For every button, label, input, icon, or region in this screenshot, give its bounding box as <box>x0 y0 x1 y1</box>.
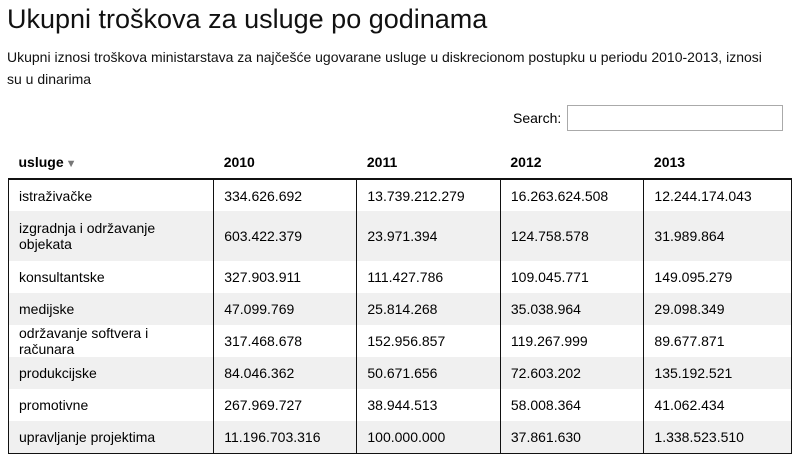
table-row: održavanje softvera i računara 317.468.6… <box>7 325 792 357</box>
table-cell: 50.671.656 <box>356 357 501 389</box>
table-cell: izgradnja i održavanje objekata <box>7 211 214 261</box>
page-title: Ukupni troškova za usluge po godinama <box>7 4 488 34</box>
table-cell: 149.095.279 <box>643 261 792 293</box>
column-header-label: usluge <box>18 154 64 170</box>
table-cell: konsultantske <box>7 261 214 293</box>
table-cell: promotivne <box>7 389 214 421</box>
table-row: istraživačke 334.626.692 13.739.212.279 … <box>7 179 792 211</box>
table-cell: 1.338.523.510 <box>643 421 792 454</box>
table-row: medijske 47.099.769 25.814.268 35.038.96… <box>7 293 792 325</box>
table-cell: 72.603.202 <box>499 357 644 389</box>
column-header-usluge[interactable]: usluge ▼ <box>8 146 214 180</box>
table-cell: 89.677.871 <box>643 325 792 357</box>
table-cell: 16.263.624.508 <box>499 179 644 211</box>
table-row: izgradnja i održavanje objekata 603.422.… <box>7 211 792 261</box>
table-row: konsultantske 327.903.911 111.427.786 10… <box>7 261 792 293</box>
table-cell: 603.422.379 <box>213 211 357 261</box>
table-cell: 152.956.857 <box>356 325 501 357</box>
table-cell: 84.046.362 <box>213 357 357 389</box>
column-header-2011[interactable]: 2011 <box>356 146 501 180</box>
table-cell: 47.099.769 <box>213 293 357 325</box>
table-cell: 124.758.578 <box>499 211 644 261</box>
table-cell: 37.861.630 <box>499 421 644 454</box>
table-row: produkcijske 84.046.362 50.671.656 72.60… <box>7 357 792 389</box>
table-cell: 13.739.212.279 <box>356 179 501 211</box>
table-cell: održavanje softvera i računara <box>7 325 214 357</box>
table-cell: 25.814.268 <box>356 293 501 325</box>
table-cell: 41.062.434 <box>643 389 792 421</box>
table-header-row: usluge ▼ 2010 2011 2012 2013 <box>8 146 792 180</box>
table-cell: produkcijske <box>7 357 214 389</box>
column-header-2012[interactable]: 2012 <box>500 146 644 180</box>
search-label: Search: <box>513 110 562 126</box>
table-cell: upravljanje projektima <box>7 421 214 454</box>
table-cell: 38.944.513 <box>356 389 501 421</box>
table-cell: 334.626.692 <box>213 179 357 211</box>
table-cell: 11.196.703.316 <box>213 421 357 454</box>
page-subtitle: Ukupni iznosi troškova ministarstava za … <box>7 49 762 87</box>
column-header-2013[interactable]: 2013 <box>643 146 792 180</box>
table-cell: medijske <box>7 293 214 325</box>
table-row: upravljanje projektima 11.196.703.316 10… <box>7 421 792 454</box>
search-input[interactable] <box>567 105 784 131</box>
table-cell: 12.244.174.043 <box>643 179 792 211</box>
table-cell: 100.000.000 <box>356 421 501 454</box>
sort-desc-icon: ▼ <box>65 158 77 170</box>
table-cell: 317.468.678 <box>213 325 357 357</box>
table-cell: istraživačke <box>7 179 214 211</box>
table-cell: 58.008.364 <box>499 389 644 421</box>
table-cell: 35.038.964 <box>499 293 644 325</box>
column-header-2010[interactable]: 2010 <box>213 146 357 180</box>
table-cell: 327.903.911 <box>213 261 357 293</box>
table-cell: 119.267.999 <box>499 325 644 357</box>
search-bar: Search: <box>513 105 784 131</box>
data-table: usluge ▼ 2010 2011 2012 2013 istraživačke… <box>7 146 792 454</box>
table-cell: 31.989.864 <box>643 211 792 261</box>
table-cell: 267.969.727 <box>213 389 357 421</box>
table-cell: 29.098.349 <box>643 293 792 325</box>
table-row: promotivne 267.969.727 38.944.513 58.008… <box>7 389 792 421</box>
table-cell: 111.427.786 <box>356 261 501 293</box>
table-cell: 109.045.771 <box>499 261 644 293</box>
table-cell: 23.971.394 <box>356 211 501 261</box>
table-cell: 135.192.521 <box>643 357 792 389</box>
